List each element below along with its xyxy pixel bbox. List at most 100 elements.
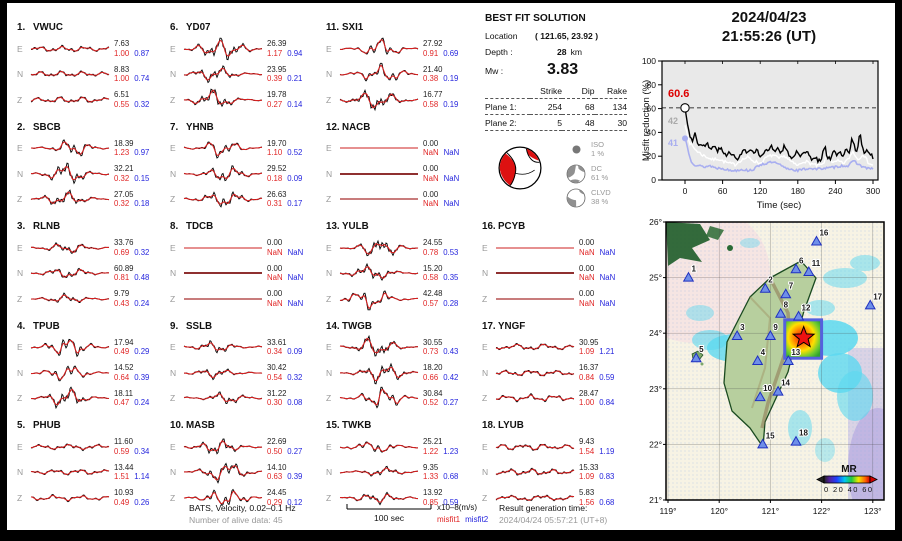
waveform-plot <box>30 365 110 382</box>
waveform-plot <box>184 272 262 275</box>
svg-text:240: 240 <box>828 186 842 196</box>
amplitude-value: 30.42 <box>267 363 287 373</box>
svg-text:16: 16 <box>819 228 828 237</box>
station-block: 12. NACB E 0.00 NaN NaN N 0.00 NaN NaN Z 0.00… <box>326 122 478 222</box>
component-label: Z <box>17 293 23 304</box>
svg-text:123°: 123° <box>864 506 882 516</box>
station-name: LYUB <box>498 420 524 431</box>
moment-tensor-area: ISO 1 % DC 61 % <box>485 139 645 211</box>
plane-1-label: Plane 1: <box>485 98 530 115</box>
component-label: Z <box>170 194 176 205</box>
component-label: E <box>17 43 23 54</box>
misfit1-value: 0.27 <box>267 99 283 109</box>
waveform-plot <box>183 37 263 60</box>
misfit2-value: NaN <box>599 298 616 308</box>
component-label: Z <box>170 293 176 304</box>
waveform-plot <box>339 263 419 282</box>
component-row: Z 30.84 0.52 0.27 <box>326 386 478 412</box>
scalebar-icon: 100 sec <box>346 504 432 523</box>
data-description: BATS, Velocity, 0.02–0.1 Hz Number of al… <box>189 502 296 526</box>
component-label: Z <box>326 194 332 205</box>
waveform-plot <box>183 165 263 181</box>
station-number: 16. <box>482 221 496 232</box>
plane-1-strike: 254 <box>529 98 563 115</box>
misfit1-value: NaN <box>423 199 439 209</box>
svg-text:24°: 24° <box>649 328 662 338</box>
svg-text:60: 60 <box>647 104 657 114</box>
component-label: Z <box>17 94 23 105</box>
svg-text:8: 8 <box>784 301 789 310</box>
misfit2-value: 0.32 <box>134 247 150 257</box>
amplitude-value: 14.10 <box>267 462 287 472</box>
misfit2-value: 0.08 <box>287 398 303 408</box>
amplitude-value: 0.00 <box>267 289 283 299</box>
misfit2-value: 0.94 <box>287 48 303 58</box>
waveform-plot <box>30 493 110 502</box>
waveform-plot <box>495 443 575 451</box>
svg-text:42: 42 <box>668 116 678 126</box>
svg-text:1: 1 <box>691 265 696 274</box>
misfit2-value: 0.09 <box>287 173 303 183</box>
misfit2-value: 0.19 <box>443 99 459 109</box>
misfit2-value: NaN <box>287 273 304 283</box>
plane-2-strike: 5 <box>529 114 563 131</box>
component-row: E 25.21 1.22 1.23 <box>326 434 478 460</box>
component-label: E <box>170 143 176 154</box>
component-row: N 0.00 NaN NaN <box>326 161 478 187</box>
dc-label: DC <box>591 164 602 173</box>
waveform-plot <box>183 462 263 485</box>
dc-pct: 61 % <box>591 172 609 182</box>
misfit1-value: 0.63 <box>267 472 283 482</box>
amplitude-value: 0.00 <box>423 189 439 199</box>
misfit1-value: 0.85 <box>423 497 439 507</box>
component-row: Z 0.00 NaN NaN <box>170 286 322 312</box>
station-block: 13. YULB E 24.55 0.78 0.53 N 15.20 0.58 0.35 … <box>326 221 478 321</box>
amplitude-units: x10–8(m/s) misfit1 misfit2 <box>437 502 488 526</box>
map-station-marker: 18 <box>790 428 809 446</box>
component-rows: E 18.39 1.23 0.97 N 32.21 0.32 0.15 Z 27.05 0… <box>17 136 169 213</box>
svg-text:22°: 22° <box>649 439 662 449</box>
amplitude-value: 13.92 <box>423 488 443 498</box>
misfit1-value: NaN <box>423 148 439 158</box>
waveform-plot <box>339 290 419 310</box>
station-block: 2. SBCB E 18.39 1.23 0.97 N 32.21 0.32 0.15 Z… <box>17 122 169 222</box>
station-number: 9. <box>170 320 179 332</box>
amplitude-value: 30.55 <box>423 337 443 347</box>
component-row: Z 6.51 0.55 0.32 <box>17 87 169 113</box>
waveform-plot <box>339 441 419 453</box>
amplitude-value: 0.00 <box>579 263 595 273</box>
component-rows: E 30.95 1.09 1.21 N 16.37 0.84 0.59 Z 28.47 1… <box>482 335 646 412</box>
misfit2-value: NaN <box>599 273 616 283</box>
station-name: RLNB <box>33 221 61 232</box>
component-label: Z <box>326 393 332 404</box>
map-station-marker: 3 <box>731 322 746 340</box>
component-row: E 33.76 0.69 0.32 <box>17 235 169 261</box>
component-row: N 18.20 0.66 0.42 <box>326 360 478 386</box>
component-label: E <box>326 242 332 253</box>
component-rows: E 25.21 1.22 1.23 N 9.35 1.33 0.68 Z 13.92 0.… <box>326 434 478 511</box>
map-station-marker: 5 <box>690 344 705 363</box>
component-row: N 0.00 NaN NaN <box>482 261 646 287</box>
component-label: N <box>170 69 177 80</box>
station-number: 15. <box>326 420 340 431</box>
location-label: Location <box>485 31 518 41</box>
station-block: 6. YD07 E 26.39 1.17 0.94 N 23.95 0.39 0.21 Z… <box>170 22 322 122</box>
amplitude-value: 33.61 <box>267 337 287 347</box>
misfit2-value: 0.48 <box>134 273 150 283</box>
amplitude-value: 0.00 <box>267 238 283 248</box>
nodal-planes-table: Strike Dip Rake Plane 1: 254 68 134 Plan… <box>485 83 627 131</box>
misfit2-value: NaN <box>443 173 460 183</box>
origin-date: 2024/04/23 <box>731 9 807 26</box>
misfit1-value: 1.00 <box>114 48 130 58</box>
component-label: N <box>326 268 333 279</box>
waveform-plot <box>30 386 110 410</box>
misfit1-value: 0.58 <box>423 273 439 283</box>
station-number: 10. <box>170 420 184 431</box>
misfit2-value: 0.14 <box>287 99 303 109</box>
station-block: 9. SSLB E 33.61 0.34 0.09 N 30.42 0.54 0.32 Z… <box>170 321 322 421</box>
component-row: Z 10.93 0.49 0.26 <box>17 485 169 511</box>
units-text: x10–8(m/s) <box>437 503 478 512</box>
time-scalebar: 100 sec <box>341 500 437 527</box>
plane-2-dip: 48 <box>562 114 595 131</box>
svg-text:3: 3 <box>740 323 745 332</box>
